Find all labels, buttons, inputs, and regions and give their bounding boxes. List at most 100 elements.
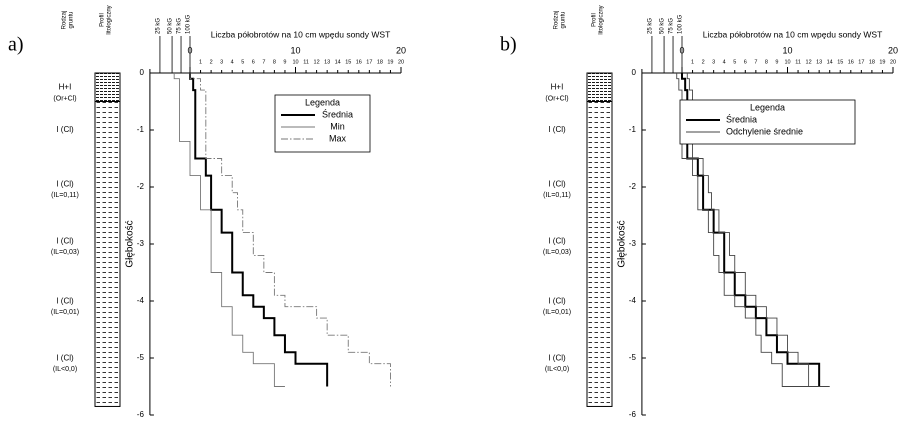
x-minor-tick-label: 6: [744, 59, 747, 65]
soil-label: (IL=0,03): [51, 249, 79, 256]
panel: b)0-1-2-3-4-5-60102012345678910111213141…: [500, 5, 898, 419]
soil-header: Rodzaj: [62, 11, 68, 30]
x-minor-tick-label: 10: [292, 59, 298, 65]
x-minor-tick-label: 3: [712, 59, 715, 65]
x-minor-tick-label: 7: [754, 59, 757, 65]
x-minor-tick-label: 17: [366, 59, 372, 65]
y-tick-label: -6: [629, 410, 637, 419]
x-minor-tick-label: 15: [837, 59, 843, 65]
series-line: [189, 73, 329, 387]
y-tick-label: -3: [629, 239, 637, 248]
x-minor-tick-label: 5: [733, 59, 736, 65]
series-line: [189, 73, 391, 387]
weight-label: 25 kG: [156, 18, 162, 34]
x-minor-tick-label: 8: [273, 59, 276, 65]
x-minor-tick-label: 10: [784, 59, 790, 65]
x-minor-tick-label: 6: [252, 59, 255, 65]
x-minor-tick-label: 14: [827, 59, 833, 65]
soil-header: gruntu: [69, 11, 75, 28]
soil-label: H+I: [551, 83, 564, 92]
profile-column: [586, 72, 613, 407]
x-minor-tick-label: 4: [723, 59, 726, 65]
soil-label: I (Cl): [56, 353, 74, 362]
soil-label: (Or+Cl): [53, 95, 76, 102]
x-minor-tick-label: 2: [702, 59, 705, 65]
y-tick-label: -6: [137, 410, 145, 419]
x-minor-tick-label: 9: [775, 59, 778, 65]
x-tick-label: 10: [782, 45, 792, 55]
soil-label: I (Cl): [56, 236, 74, 245]
x-minor-tick-label: 7: [262, 59, 265, 65]
x-tick-label: 20: [888, 45, 898, 55]
soil-label: I (Cl): [548, 125, 566, 134]
soil-label: I (Cl): [548, 179, 566, 188]
legend-title: Legenda: [305, 97, 340, 107]
x-axis-title: Liczba półobrotów na 10 cm wpędu sondy W…: [703, 29, 883, 39]
x-minor-tick-label: 17: [858, 59, 864, 65]
x-minor-tick-label: 1: [691, 59, 694, 65]
weight-label: 100 kG: [186, 14, 192, 34]
legend-label: Max: [329, 133, 347, 143]
x-minor-tick-label: 11: [795, 59, 801, 65]
x-minor-tick-label: 19: [387, 59, 393, 65]
series-line: [173, 73, 285, 387]
y-tick-label: -1: [629, 125, 637, 134]
profile-header: Profil: [592, 13, 598, 27]
series-line: [686, 73, 830, 387]
weight-label: 25 kG: [648, 18, 654, 34]
x-minor-tick-label: 1: [199, 59, 202, 65]
soil-label: (IL<0,0): [53, 366, 77, 373]
soil-header: Rodzaj: [554, 11, 560, 30]
x-minor-tick-label: 20: [890, 59, 896, 65]
soil-label: (Or+Cl): [545, 95, 568, 102]
y-tick-label: -1: [137, 125, 145, 134]
profile-top-layer: [94, 72, 121, 102]
x-minor-tick-label: 4: [231, 59, 234, 65]
x-axis-title: Liczba półobrotów na 10 cm wpędu sondy W…: [211, 29, 391, 39]
y-axis-title: Głębokość: [125, 220, 136, 267]
y-tick-label: -3: [137, 239, 145, 248]
y-tick-label: -4: [137, 296, 145, 305]
profile-top-layer: [586, 72, 613, 102]
x-minor-tick-label: 12: [314, 59, 320, 65]
y-axis-title: Głębokość: [617, 220, 628, 267]
legend-label: Średnia: [322, 108, 353, 119]
legend-label: Średnia: [726, 113, 757, 124]
soil-label: (IL=0,01): [51, 309, 79, 316]
x-minor-tick-label: 5: [241, 59, 244, 65]
x-minor-tick-label: 16: [356, 59, 362, 65]
weight-label: 75 kG: [177, 18, 183, 34]
weight-label: 100 kG: [678, 14, 684, 34]
soil-label: I (Cl): [548, 236, 566, 245]
y-tick-label: 0: [631, 68, 636, 77]
x-minor-tick-label: 20: [398, 59, 404, 65]
y-tick-label: -5: [629, 353, 637, 362]
y-tick-label: -2: [137, 182, 145, 191]
profile-header: litologiczny: [107, 5, 113, 34]
x-minor-tick-label: 9: [283, 59, 286, 65]
weight-label: 75 kG: [669, 18, 675, 34]
weight-label: 50 kG: [168, 18, 174, 34]
profile-header: litologiczny: [599, 5, 605, 34]
y-tick-label: -4: [629, 296, 637, 305]
soil-label: (IL=0,03): [543, 249, 571, 256]
x-minor-tick-label: 12: [806, 59, 812, 65]
x-minor-tick-label: 19: [879, 59, 885, 65]
legend-box: [274, 94, 371, 153]
soil-label: I (Cl): [56, 179, 74, 188]
soil-label: (IL=0,11): [543, 192, 571, 199]
y-tick-label: -5: [137, 353, 145, 362]
x-minor-tick-label: 13: [816, 59, 822, 65]
x-tick-label: 20: [396, 45, 406, 55]
panel-label: b): [500, 34, 517, 56]
soil-label: (IL=0,11): [51, 192, 79, 199]
soil-label: I (Cl): [56, 296, 74, 305]
soil-label: (IL<0,0): [545, 366, 569, 373]
y-tick-label: -2: [629, 182, 637, 191]
weight-label: 50 kG: [660, 18, 666, 34]
x-minor-tick-label: 14: [335, 59, 341, 65]
panel: a)0-1-2-3-4-5-60102012345678910111213141…: [8, 5, 406, 419]
soil-label: I (Cl): [56, 125, 74, 134]
x-minor-tick-label: 8: [765, 59, 768, 65]
